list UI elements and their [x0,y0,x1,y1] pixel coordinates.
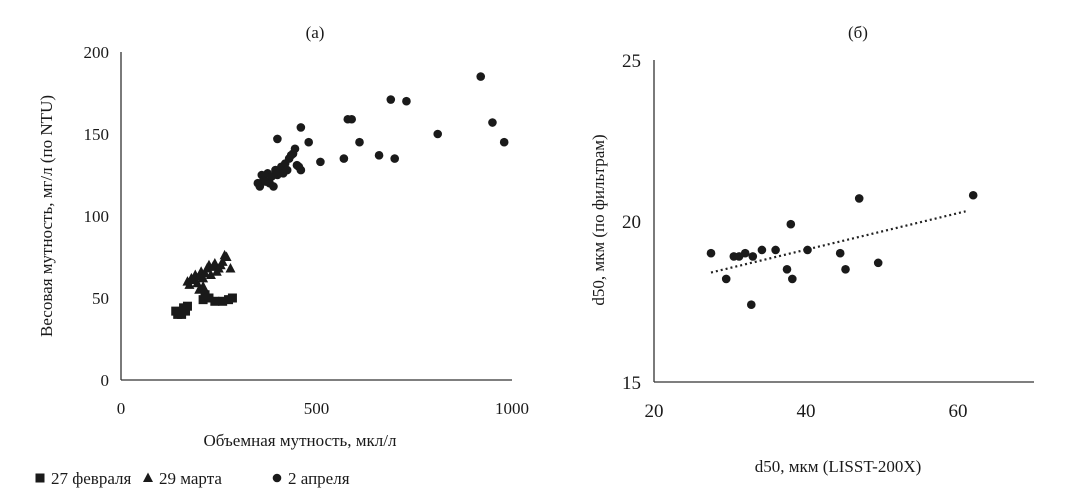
data-point [209,258,220,268]
data-point [204,293,214,303]
y-axis-label: d50, мкм (по фильтрам) [589,134,608,305]
data-point [757,245,767,255]
x-tick-label: 1000 [495,399,529,418]
data-point [205,269,216,280]
data-point [200,267,211,278]
data-point [721,274,731,284]
y-tick-label: 20 [622,212,641,233]
legend-label: 29 марта [159,469,222,488]
data-point [748,252,758,261]
y-tick-labels: 15 20 25 [622,51,641,394]
data-point [786,219,796,229]
data-point [210,296,220,306]
legend-marker-circle [272,473,282,483]
data-point [835,248,845,258]
panel-label-b: (б) [848,23,868,42]
x-tick-label: 40 [797,401,816,422]
data-point [873,258,883,268]
x-tick-labels: 20 40 60 [645,401,968,422]
x-tick-label: 500 [304,399,330,418]
data-point [433,129,443,139]
data-point [499,137,509,147]
data-point [227,293,237,303]
x-axis-label: Объемная мутность, мкл/л [204,431,397,450]
series-triangle [182,249,236,294]
data-point [269,182,278,191]
data-point [198,281,209,291]
data-point [225,262,236,273]
data-point [347,114,356,124]
data-point [782,265,792,274]
legend-marker-square [35,473,45,483]
y-tick-label: 0 [101,371,110,390]
data-point [402,96,411,106]
y-tick-label: 200 [84,43,110,62]
legend-label: 27 февраля [51,469,132,488]
data-points [171,72,509,319]
data-point [339,154,349,163]
x-axis-label: d50, мкм (LISST-200X) [755,457,922,476]
data-point [386,95,396,104]
y-tick-label: 150 [84,125,110,144]
data-point [296,123,306,132]
data-point [771,245,780,255]
data-point [290,144,300,154]
data-point [788,274,797,284]
chart-panel-a: (а) 0 50 100 150 200 0 500 1000 Весовая мутнос… [35,23,529,488]
data-point [273,134,282,144]
panel-label-a: (а) [306,23,325,42]
x-tick-label: 60 [949,401,968,422]
data-point [316,157,325,167]
data-point [488,118,497,127]
legend-marker-triangle [143,472,153,482]
data-point [255,182,265,191]
data-point [221,251,232,261]
x-tick-label: 0 [117,399,126,418]
series-circle [253,72,509,191]
data-point [476,72,486,81]
data-point [182,301,192,311]
data-points [706,190,978,310]
legend-label: 2 апреля [288,469,350,488]
data-point [304,137,313,147]
y-tick-label: 100 [84,207,110,226]
trendline [710,210,966,274]
data-point [390,154,400,163]
data-point [374,151,384,160]
y-axis-label: Весовая мутность, мг/л (по NTU) [37,95,56,337]
data-point [740,248,750,258]
series-square [171,290,237,319]
data-point [282,165,292,175]
y-tick-labels: 0 50 100 150 200 [84,43,110,390]
y-tick-label: 50 [92,289,109,308]
x-tick-labels: 0 500 1000 [117,399,529,418]
data-point [296,165,306,175]
y-tick-label: 25 [622,51,641,72]
data-point [217,256,228,266]
data-point [854,194,864,203]
data-point [803,245,812,255]
legend: 27 февраля 29 марта 2 апреля [35,469,350,488]
data-point [706,248,716,258]
data-point [968,190,978,200]
data-point [192,277,203,288]
data-point [746,300,756,310]
data-point [355,137,364,147]
data-point [198,272,209,283]
data-point [841,265,850,274]
data-point [184,279,195,289]
x-tick-label: 20 [645,401,664,422]
data-point [198,295,208,305]
data-point [181,306,191,316]
data-point [218,296,228,306]
y-tick-label: 15 [622,373,641,394]
